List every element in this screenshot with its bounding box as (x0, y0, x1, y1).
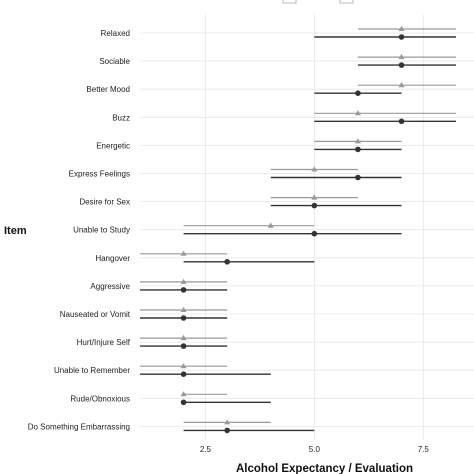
y-tick-label: Hangover (95, 254, 130, 263)
point-a-triangle (398, 53, 405, 60)
y-tick-label: Hurt/Injure Self (77, 338, 131, 347)
y-tick-label: Desire for Sex (79, 198, 130, 207)
point-b-circle (311, 230, 318, 237)
y-tick-label: Aggressive (90, 282, 130, 291)
y-tick-label: Unable to Remember (54, 366, 130, 375)
point-a-triangle (180, 278, 187, 284)
point-a-triangle (311, 166, 318, 172)
y-tick-label: Relaxed (101, 29, 130, 38)
y-tick-label: Nauseated or Vomit (60, 310, 131, 319)
y-axis-label: Item (4, 225, 27, 237)
point-b-circle (355, 146, 361, 153)
chart-marks (140, 25, 456, 434)
grid (140, 14, 474, 440)
point-a-triangle (267, 222, 274, 228)
legend (282, 0, 354, 4)
point-b-circle (180, 343, 187, 349)
y-tick-labels: Relaxed Sociable Better Mood Buzz Energetic E… (28, 29, 131, 431)
point-b-circle (398, 34, 405, 40)
y-tick-label: Do Something Embarrassing (28, 422, 130, 431)
point-b-circle (398, 62, 405, 68)
point-a-triangle (224, 419, 231, 425)
point-a-triangle (354, 138, 361, 144)
point-b-circle (311, 202, 318, 209)
point-a-triangle (398, 82, 405, 88)
point-b-circle (398, 118, 405, 125)
point-b-circle (180, 287, 187, 293)
point-b-circle (355, 174, 361, 181)
point-a-triangle (180, 306, 187, 312)
point-a-triangle (398, 25, 405, 31)
y-tick-label: Express Feelings (69, 170, 130, 179)
point-b-circle (180, 371, 187, 378)
legend-key-a (282, 0, 297, 4)
y-tick-label: Buzz (112, 113, 130, 122)
y-tick-label: Unable to Study (73, 226, 130, 235)
point-a-triangle (311, 194, 318, 200)
point-a-triangle (354, 110, 361, 116)
point-b-circle (224, 427, 230, 434)
x-axis-label: Alcohol Expectancy / Evaluation (236, 463, 413, 474)
x-tick-label: 5.0 (309, 445, 321, 454)
point-b-circle (355, 90, 361, 96)
x-tick-label: 2.5 (200, 445, 212, 454)
legend-key-b (339, 0, 354, 4)
point-a-triangle (180, 391, 187, 397)
point-a-triangle (180, 250, 187, 256)
point-b-circle (180, 315, 187, 321)
x-tick-label: 7.5 (418, 445, 430, 454)
x-tick-labels: 2.5 5.0 7.5 (200, 445, 430, 454)
y-tick-label: Better Mood (86, 85, 130, 94)
point-a-triangle (180, 334, 187, 341)
point-a-triangle (180, 363, 187, 369)
point-b-circle (180, 399, 187, 406)
y-tick-label: Energetic (96, 141, 130, 150)
y-tick-label: Rude/Obnoxious (70, 394, 130, 403)
point-b-circle (224, 259, 230, 265)
y-tick-label: Sociable (99, 57, 130, 66)
